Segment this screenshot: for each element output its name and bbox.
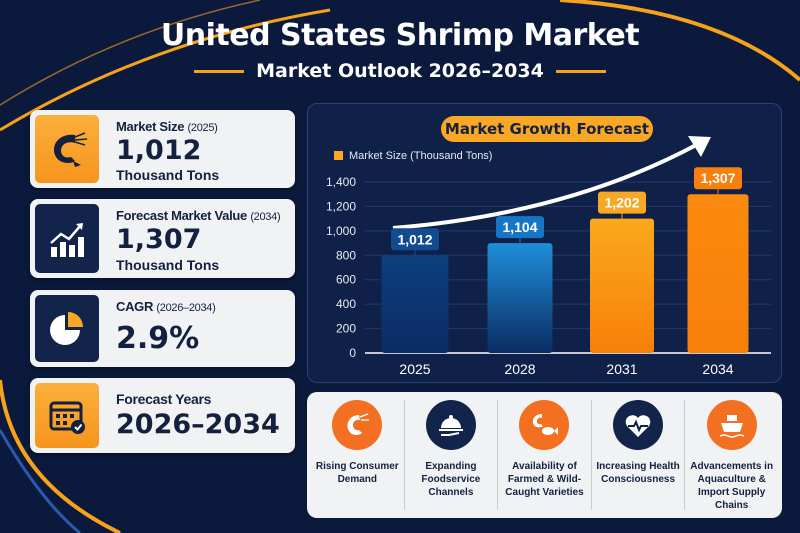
card-label: Forecast Market Value xyxy=(116,208,247,223)
card-value: 1,307 xyxy=(116,224,202,255)
y-tick-label: 600 xyxy=(336,273,356,287)
driver-label: Availability of Farmed & Wild-Caught Var… xyxy=(505,461,584,498)
serving-cloche-icon xyxy=(425,400,476,450)
market-size-card: Market Size (2025) 1,012 Thousand Tons xyxy=(30,110,295,188)
bar-2034 xyxy=(687,194,749,353)
forecast-value-card: Forecast Market Value (2034) 1,307 Thous… xyxy=(30,199,295,278)
driver-label: Advancements in Aquaculture & Import Sup… xyxy=(690,461,774,511)
bar-chart: 0 200 400 600 800 1,000 1,200 1,400 1,012 2025 1,1… xyxy=(326,136,771,377)
x-tick-label: 2028 xyxy=(504,361,535,377)
page-subtitle: Market Outlook 2026–2034 xyxy=(0,60,800,82)
data-label-box xyxy=(391,228,439,251)
cargo-ship-icon xyxy=(706,400,757,450)
data-label: 1,012 xyxy=(397,231,432,247)
y-tick-label: 800 xyxy=(336,248,356,262)
bar-2028 xyxy=(487,243,553,353)
data-label-box xyxy=(694,167,742,190)
chart-title: Market Growth Forecast xyxy=(441,116,653,142)
driver-item: Increasing Health Consciousness xyxy=(592,400,686,510)
bar-2031 xyxy=(590,218,654,353)
driver-item: Advancements in Aquaculture & Import Sup… xyxy=(685,400,778,511)
growth-arrow xyxy=(392,142,699,230)
y-tick-label: 1,200 xyxy=(326,199,356,213)
pie-chart-icon xyxy=(35,295,99,362)
card-unit: Thousand Tons xyxy=(116,257,220,273)
driver-label: Expanding Foodservice Channels xyxy=(421,461,481,498)
data-label: 1,202 xyxy=(604,195,639,211)
y-tick-label: 0 xyxy=(349,346,356,360)
driver-item: Rising Consumer Demand xyxy=(311,400,405,510)
driver-label: Rising Consumer Demand xyxy=(315,461,399,485)
shrimp-icon xyxy=(35,115,99,183)
subtitle-text: Market Outlook 2026–2034 xyxy=(256,60,544,82)
arrow-head xyxy=(688,136,711,157)
card-label-row: Forecast Years xyxy=(116,391,211,407)
shrimp-fish-icon xyxy=(519,400,570,450)
card-qualifier: (2034) xyxy=(250,211,281,223)
card-label: Forecast Years xyxy=(116,391,212,407)
legend-swatch xyxy=(334,151,343,160)
legend-label: Market Size (Thousand Tons) xyxy=(349,150,493,162)
y-tick-label: 1,400 xyxy=(326,175,356,189)
card-value: 1,012 xyxy=(116,135,202,166)
card-unit: Thousand Tons xyxy=(116,167,220,183)
driver-item: Expanding Foodservice Channels xyxy=(405,400,499,510)
y-tick-label: 200 xyxy=(336,322,356,336)
card-label: CAGR xyxy=(116,299,154,314)
card-qualifier: (2026–2034) xyxy=(156,302,216,314)
cagr-card: CAGR (2026–2034) 2.9% xyxy=(30,290,295,367)
calendar-check-icon xyxy=(35,383,99,448)
driver-item: Availability of Farmed & Wild-Caught Var… xyxy=(498,400,592,510)
x-tick-label: 2034 xyxy=(702,361,733,377)
page-title: United States Shrimp Market xyxy=(160,18,640,53)
data-label: 1,307 xyxy=(700,170,735,186)
divider xyxy=(194,70,245,73)
data-label-box xyxy=(496,216,544,239)
chart-legend: Market Size (Thousand Tons) xyxy=(334,150,492,163)
card-label-row: CAGR (2026–2034) xyxy=(116,299,216,316)
y-tick-label: 1,000 xyxy=(326,224,356,238)
y-tick-label: 400 xyxy=(336,297,356,311)
card-qualifier: (2025) xyxy=(187,122,218,134)
forecast-years-card: Forecast Years 2026–2034 xyxy=(30,378,295,453)
card-label-row: Forecast Market Value (2034) xyxy=(116,208,281,225)
driver-label: Increasing Health Consciousness xyxy=(596,461,680,485)
data-label-box xyxy=(598,191,646,214)
x-tick-label: 2031 xyxy=(606,361,637,377)
heartbeat-icon xyxy=(613,400,664,450)
divider xyxy=(555,70,606,73)
card-label-row: Market Size (2025) xyxy=(116,119,218,136)
shrimp-icon xyxy=(332,400,383,450)
card-value: 2026–2034 xyxy=(116,409,280,440)
x-tick-label: 2025 xyxy=(399,361,430,377)
growth-chart-icon xyxy=(35,204,99,273)
growth-drivers-panel: Rising Consumer Demand Expanding Foodserv… xyxy=(307,392,782,518)
data-label: 1,104 xyxy=(502,219,537,235)
card-label: Market Size xyxy=(116,119,185,134)
chart-panel: 0 200 400 600 800 1,000 1,200 1,400 1,012 2025 1,1… xyxy=(307,103,782,383)
bar-2025 xyxy=(381,255,449,353)
card-value: 2.9% xyxy=(116,321,200,356)
